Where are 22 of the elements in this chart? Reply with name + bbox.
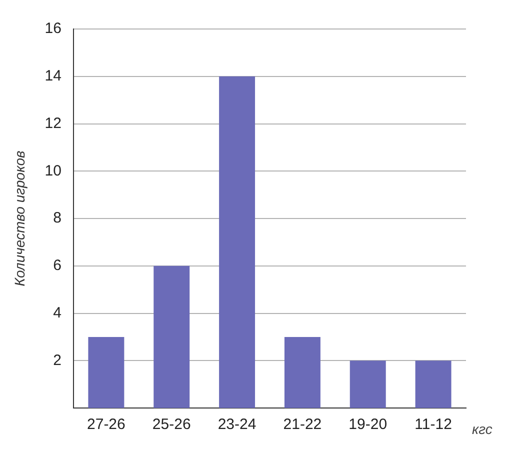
y-tick-label: 16 <box>44 20 62 38</box>
y-tick-label: 8 <box>53 210 62 227</box>
y-axis-title: Количество игроков <box>11 150 28 286</box>
y-tick-label: 14 <box>44 68 62 85</box>
bar <box>219 76 256 408</box>
y-tick-label: 10 <box>44 162 62 180</box>
y-tick-label: 6 <box>53 257 62 274</box>
x-tick-label: 11-12 <box>414 416 452 434</box>
x-tick-label: 27-26 <box>87 416 126 434</box>
bar <box>154 266 190 408</box>
x-tick-label: 19-20 <box>348 416 388 434</box>
x-tick-label: 21-22 <box>283 416 322 434</box>
x-tick-label: 25-26 <box>152 416 191 434</box>
bar <box>350 360 386 408</box>
bar <box>415 360 452 408</box>
y-tick-label: 2 <box>53 352 62 369</box>
y-tick-label: 4 <box>53 304 62 322</box>
x-axis-title: кгс <box>472 420 492 437</box>
x-tick-label: 23-24 <box>218 416 256 434</box>
bar <box>88 336 124 408</box>
bar <box>284 336 320 408</box>
y-tick-label: 12 <box>44 114 62 132</box>
